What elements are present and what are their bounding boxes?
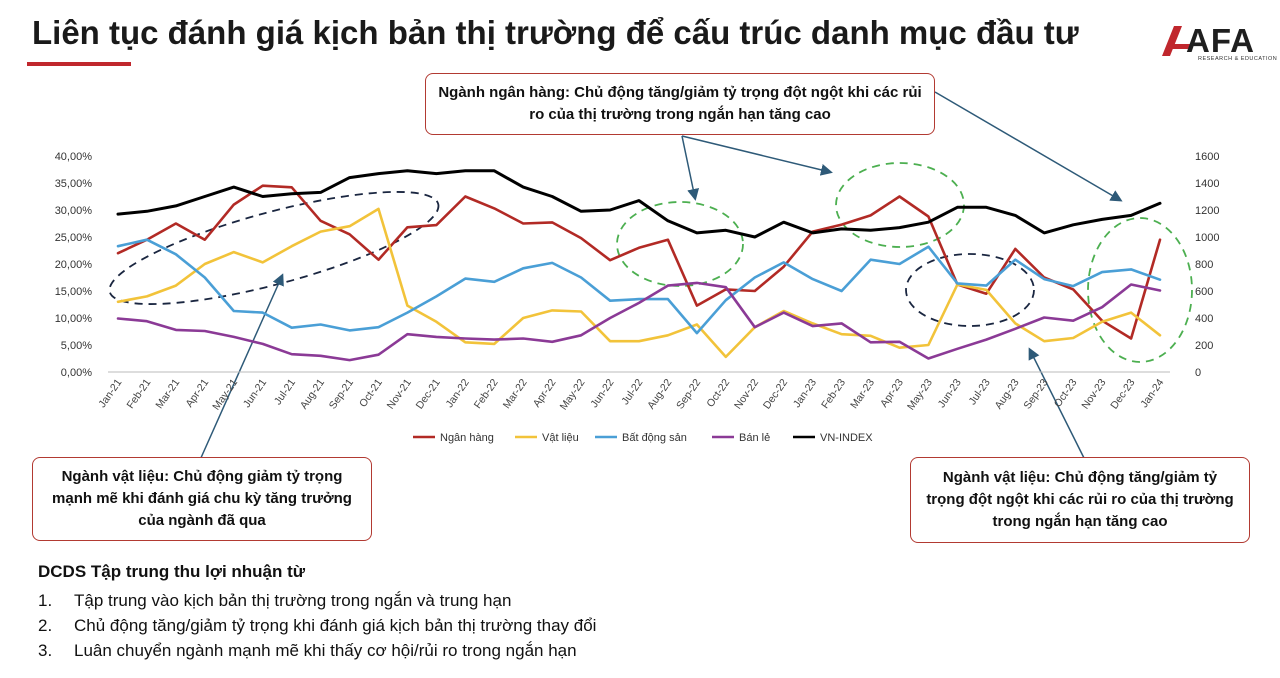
x-tick-label: May-22 [558, 377, 588, 413]
x-tick-label: Feb-22 [472, 377, 501, 411]
chart-series [116, 169, 1162, 362]
x-tick-label: Jan-23 [791, 377, 819, 410]
x-tick-label: Oct-21 [357, 377, 385, 410]
x-tick-label: Sep-21 [327, 377, 356, 412]
y-right-tick-label: 1400 [1195, 178, 1219, 190]
bottom-list: 1. Tập trung vào kịch bản thị trường tron… [38, 588, 596, 663]
title-underline [27, 62, 131, 66]
x-tick-label: Sep-22 [674, 377, 703, 412]
chart-axes: 0,00% 5,00% 10,00% 15,00% 20,00% 25,00% 30,00%… [55, 151, 1220, 412]
series-line [116, 281, 1162, 362]
y-right-tick-label: 1200 [1195, 205, 1219, 217]
annotation-arrow [934, 91, 1123, 202]
x-tick-label: Dec-21 [414, 377, 443, 412]
x-tick-label: Jul-23 [967, 377, 993, 407]
y-left-tick-label: 15,00% [55, 286, 93, 298]
y-right-tick-label: 0 [1195, 367, 1201, 379]
series-line [116, 238, 1162, 335]
annotation-arrow [681, 135, 833, 176]
x-tick-label: Apr-23 [878, 377, 906, 410]
page-title: Liên tục đánh giá kịch bản thị trường để… [32, 14, 1079, 51]
x-tick-label: Aug-23 [992, 377, 1021, 412]
list-item: 2. Chủ động tăng/giảm tỷ trọng khi đánh g… [38, 616, 597, 635]
annotation-ellipse-bank-3 [1087, 217, 1193, 363]
x-tick-label: Sep-23 [1021, 377, 1050, 412]
x-tick-label: Jan-21 [96, 377, 124, 410]
x-tick-label: Apr-22 [531, 377, 559, 410]
series-line [116, 169, 1162, 239]
afa-logo: AFA RESEARCH & EDUCATION [1160, 22, 1277, 66]
legend-label: Ngân hàng [440, 432, 494, 444]
x-tick-label: Jun-23 [936, 377, 964, 410]
x-tick-label: Jan-22 [444, 377, 472, 410]
x-tick-label: Dec-23 [1108, 377, 1137, 412]
y-right-tick-label: 200 [1195, 340, 1213, 352]
x-tick-label: Nov-23 [1079, 377, 1108, 412]
legend-label: Vật liệu [542, 432, 579, 444]
x-tick-label: Jul-22 [619, 377, 645, 407]
annotation-arrow [681, 135, 700, 201]
annotation-layer [108, 91, 1193, 461]
x-tick-label: Mar-21 [153, 377, 182, 411]
y-right-tick-label: 1600 [1195, 151, 1219, 163]
series-line [116, 207, 1162, 359]
y-left-tick-label: 40,00% [55, 151, 93, 163]
x-tick-label: Nov-21 [385, 377, 414, 412]
list-item: 3. Luân chuyển ngành mạnh mẽ khi thấy cơ … [38, 641, 577, 660]
series-line [116, 184, 1162, 340]
x-tick-label: Apr-21 [183, 377, 211, 410]
y-right-tick-label: 400 [1195, 313, 1213, 325]
legend-label: Bất động sản [622, 432, 687, 444]
x-tick-label: Jun-21 [241, 377, 269, 410]
y-right-tick-label: 1000 [1195, 232, 1219, 244]
y-left-tick-label: 10,00% [55, 313, 93, 325]
annotation-ellipse-materials [108, 191, 440, 305]
bottom-heading: DCDS Tập trung thu lợi nhuận từ [38, 562, 306, 581]
y-left-tick-label: 0,00% [61, 367, 92, 379]
annotation-ellipse-materials-right [905, 253, 1035, 327]
x-tick-label: Jun-22 [588, 377, 616, 410]
annotation-ellipse-bank-1 [616, 201, 744, 287]
chart-legend: Ngân hàng Vật liệu Bất động sản Bán lẻ VN-IN… [413, 432, 873, 444]
y-left-tick-label: 30,00% [55, 205, 93, 217]
x-tick-label: Oct-23 [1052, 377, 1080, 410]
y-right-tick-label: 800 [1195, 259, 1213, 271]
callout-bank: Ngành ngân hàng: Chủ động tăng/giảm tỷ t… [425, 73, 935, 135]
x-tick-label: Feb-23 [819, 377, 848, 411]
x-tick-label: Aug-22 [645, 377, 674, 412]
callout-materials-left: Ngành vật liệu: Chủ động giảm tỷ trọng m… [32, 457, 372, 541]
logo-text: AFA [1186, 22, 1255, 59]
x-tick-label: Oct-22 [704, 377, 732, 410]
list-item: 1. Tập trung vào kịch bản thị trường tron… [38, 591, 512, 610]
logo-subtitle: RESEARCH & EDUCATION [1198, 56, 1278, 62]
y-right-tick-label: 600 [1195, 286, 1213, 298]
annotation-arrow [1028, 347, 1086, 461]
x-tick-label: Dec-22 [761, 377, 790, 412]
annotation-ellipse-bank-2 [835, 162, 965, 248]
callout-materials-right: Ngành vật liệu: Chủ động tăng/giảm tỷ tr… [910, 457, 1250, 543]
x-tick-label: Mar-23 [848, 377, 877, 411]
x-tick-label: May-21 [210, 377, 240, 413]
y-left-tick-label: 25,00% [55, 232, 93, 244]
x-tick-label: May-23 [905, 377, 935, 413]
legend-label: Bán lẻ [739, 432, 770, 444]
y-left-tick-label: 35,00% [55, 178, 93, 190]
legend-label: VN-INDEX [820, 432, 873, 444]
y-left-tick-label: 20,00% [55, 259, 93, 271]
afa-logo-icon [1162, 26, 1190, 56]
annotation-arrow [199, 273, 284, 461]
x-tick-label: Jan-24 [1138, 377, 1166, 410]
x-tick-label: Nov-22 [732, 377, 761, 412]
x-tick-label: Jul-21 [272, 377, 298, 407]
x-tick-label: Feb-21 [124, 377, 153, 411]
x-tick-label: Mar-22 [501, 377, 530, 411]
x-tick-label: Aug-21 [298, 377, 327, 412]
y-left-tick-label: 5,00% [61, 340, 92, 352]
